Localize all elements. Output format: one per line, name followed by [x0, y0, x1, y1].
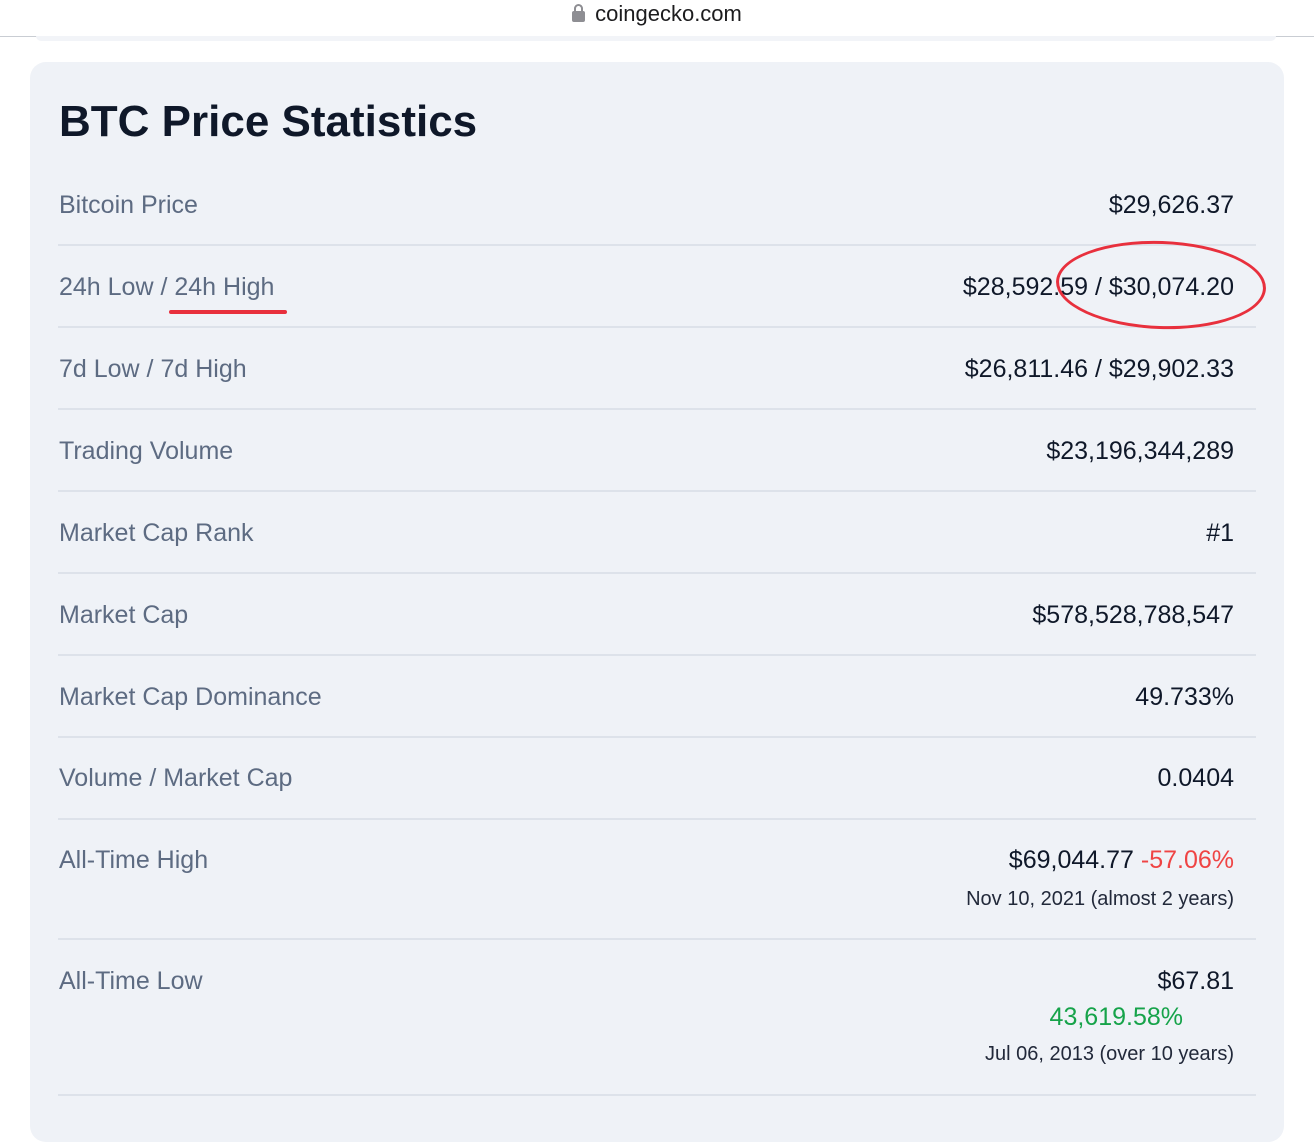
stat-value: 49.733% [1135, 683, 1234, 711]
stat-row-all-time-high: All-Time High $69,044.77 -57.06% Nov 10,… [58, 820, 1256, 940]
lock-icon [572, 4, 586, 22]
stat-value: $578,528,788,547 [1032, 601, 1234, 629]
stat-row-24h-range: 24h Low / 24h High $28,592.59 / $30,074.… [58, 246, 1256, 328]
stat-row-market-cap-rank: Market Cap Rank #1 [58, 492, 1256, 574]
stat-row-volume-market-cap: Volume / Market Cap 0.0404 [58, 738, 1256, 820]
stat-value-group: $69,044.77 -57.06% [1009, 845, 1234, 875]
stat-label: All-Time High [59, 846, 209, 874]
stat-label: Market Cap Dominance [59, 683, 322, 711]
stat-label: Market Cap Rank [59, 519, 254, 547]
previous-card-edge [36, 36, 1276, 41]
stat-date: Jul 06, 2013 (over 10 years) [984, 1043, 1234, 1065]
stat-value: $67.81 [1157, 967, 1234, 995]
stat-value: $29,626.37 [1108, 191, 1234, 219]
stat-value: $69,044.77 [1008, 846, 1134, 874]
stat-value: #1 [1206, 519, 1234, 547]
stat-row-trading-volume: Trading Volume $23,196,344,289 [58, 410, 1256, 492]
stat-label: 24h Low / 24h High [59, 273, 275, 301]
browser-address-bar[interactable]: coingecko.com [0, 0, 1314, 37]
stat-row-bitcoin-price: Bitcoin Price $29,626.37 [58, 178, 1256, 246]
url-display[interactable]: coingecko.com [0, 1, 1314, 27]
stat-row-all-time-low: All-Time Low $67.81 43,619.58% Jul 06, 2… [58, 940, 1256, 1096]
stat-label: Trading Volume [59, 437, 234, 465]
stat-row-market-cap-dominance: Market Cap Dominance 49.733% [58, 656, 1256, 738]
url-text: coingecko.com [595, 1, 742, 26]
stat-label: Volume / Market Cap [59, 764, 293, 792]
card-title: BTC Price Statistics [59, 97, 478, 146]
stat-value: $23,196,344,289 [1046, 437, 1234, 465]
annotation-underline [169, 310, 287, 314]
stat-label: Market Cap [59, 601, 189, 629]
stat-date: Nov 10, 2021 (almost 2 years) [966, 888, 1234, 910]
stat-label: 7d Low / 7d High [59, 355, 247, 383]
stat-value: $26,811.46 / $29,902.33 [964, 355, 1234, 383]
stat-row-7d-range: 7d Low / 7d High $26,811.46 / $29,902.33 [58, 328, 1256, 410]
change-percent-negative: -57.06% [1140, 846, 1234, 874]
stat-label: All-Time Low [59, 967, 203, 995]
stat-value: $28,592.59 / $30,074.20 [962, 273, 1234, 301]
stat-value: 0.0404 [1157, 764, 1234, 792]
price-statistics-card: BTC Price Statistics Bitcoin Price $29,6… [30, 62, 1284, 1142]
change-percent-positive: 43,619.58% [1049, 1003, 1183, 1031]
stat-row-market-cap: Market Cap $578,528,788,547 [58, 574, 1256, 656]
stat-label: Bitcoin Price [59, 191, 198, 219]
